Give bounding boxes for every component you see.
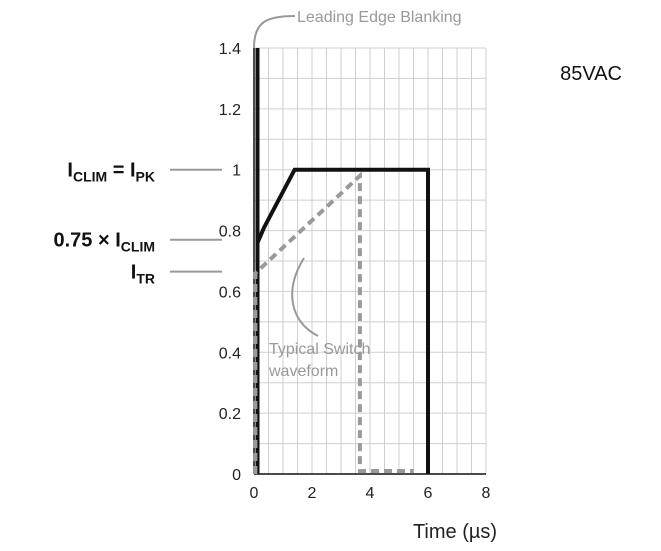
x-axis-label: Time (µs) xyxy=(413,521,497,543)
typical-switch-label-line2: waveform xyxy=(268,363,338,380)
y-tick-label: 1.2 xyxy=(219,102,241,119)
x-tick-label: 6 xyxy=(424,485,433,502)
typical-switch-leader-line xyxy=(291,257,319,337)
leading-edge-label: Leading Edge Blanking xyxy=(297,9,462,26)
external-label: ICLIM = IPK xyxy=(67,160,155,185)
x-tick-label: 8 xyxy=(482,485,491,502)
series-line-solid xyxy=(255,48,430,474)
external-label-mid: = I xyxy=(107,160,135,182)
external-label-main: I xyxy=(67,160,73,182)
typical-switch-label-line1: Typical Switch xyxy=(269,341,370,358)
x-tick-label: 4 xyxy=(366,485,375,502)
external-label-main: I xyxy=(131,262,137,284)
y-tick-label: 1.4 xyxy=(219,41,241,58)
external-label: 0.75 × ICLIM xyxy=(54,230,156,255)
y-tick-label: 0.2 xyxy=(219,406,241,423)
tick-labels: 0 2 4 6 8 0 0.2 0.4 0.6 0.8 1 1.2 1.4 xyxy=(219,41,491,502)
corner-label-voltage: 85VAC xyxy=(560,63,622,85)
external-label-main: 0.75 × I xyxy=(54,230,121,252)
external-label: ITR xyxy=(131,262,155,287)
external-label-sub: CLIM xyxy=(121,239,155,255)
y-tick-label: 0.4 xyxy=(219,345,241,362)
series-group xyxy=(253,48,430,474)
series-line-dashed xyxy=(253,171,414,474)
x-tick-label: 2 xyxy=(308,485,317,502)
y-tick-label: 1 xyxy=(232,163,241,180)
leading-edge-leader-line xyxy=(253,15,296,49)
y-tick-label: 0.8 xyxy=(219,224,241,241)
annotations: Leading Edge Blanking Typical Switch wav… xyxy=(253,9,462,380)
external-label-sub: TR xyxy=(136,271,155,287)
grid xyxy=(253,47,487,475)
external-label-sub2: PK xyxy=(136,169,155,185)
y-tick-label: 0 xyxy=(232,467,241,484)
y-tick-label: 0.6 xyxy=(219,284,241,301)
x-tick-label: 0 xyxy=(250,485,259,502)
external-label-sub: CLIM xyxy=(73,169,107,185)
